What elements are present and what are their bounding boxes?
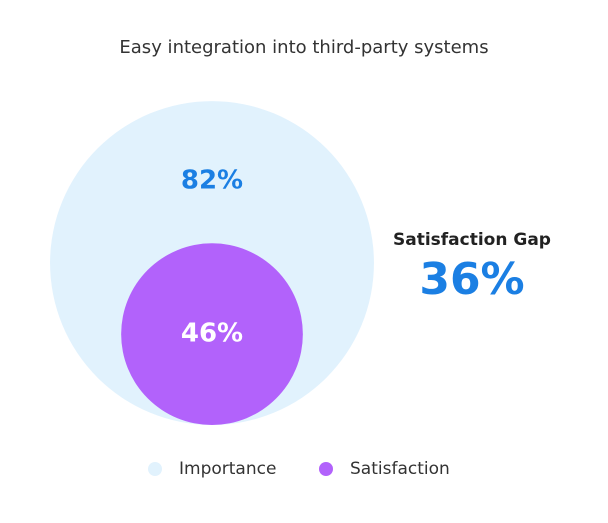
legend-swatch — [319, 462, 333, 476]
chart-title: Easy integration into third-party system… — [119, 37, 488, 58]
value-label: 82% — [181, 166, 243, 196]
legend-label: Importance — [179, 459, 276, 479]
circle — [121, 243, 303, 425]
legend-label: Satisfaction — [350, 459, 450, 479]
gap-value: 36% — [419, 254, 524, 305]
value-label: 46% — [181, 319, 243, 349]
gap-title: Satisfaction Gap — [393, 230, 551, 250]
legend-swatch — [148, 462, 162, 476]
